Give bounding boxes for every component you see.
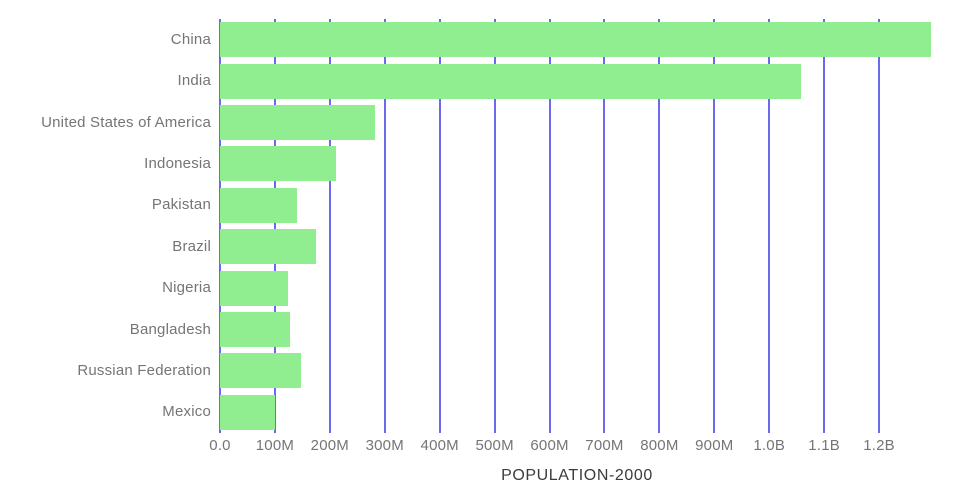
gridline-0.0	[219, 19, 221, 433]
category-label: Mexico	[162, 403, 211, 421]
gridline-900M	[713, 19, 716, 433]
x-tick-label: 1.1B	[808, 437, 840, 454]
gridline-400M	[438, 19, 441, 433]
category-label: Nigeria	[162, 279, 211, 297]
x-axis-title: POPULATION-2000	[501, 467, 653, 484]
category-label: Pakistan	[151, 196, 211, 214]
gridline-500M	[493, 19, 496, 433]
x-tick-label: 700M	[585, 437, 624, 454]
gridline-100M	[273, 19, 276, 433]
bar-nigeria	[220, 270, 288, 306]
y-axis-category-labels: China India United States of America Indone…	[0, 19, 211, 433]
bar-brazil	[220, 229, 317, 265]
gridline-700M	[603, 19, 606, 433]
plot-area	[219, 19, 934, 433]
gridline-600M	[548, 19, 551, 433]
bar-mexico	[220, 394, 275, 430]
x-tick-label: 600M	[530, 437, 569, 454]
x-tick-label: 1.0B	[753, 437, 786, 454]
bar-indonesia	[220, 146, 336, 182]
category-label: United States of America	[41, 113, 211, 131]
x-tick-label: 100M	[255, 437, 295, 454]
gridline-1.2B	[878, 19, 881, 433]
gridline-300M	[383, 19, 386, 433]
x-tick-label: 200M	[310, 437, 350, 454]
category-label: Russian Federation	[77, 361, 211, 379]
x-tick-label: 1.2B	[863, 437, 895, 454]
x-tick-label: 500M	[475, 437, 514, 454]
bar-bangladesh	[220, 312, 291, 347]
category-label: Bangladesh	[129, 320, 211, 338]
bar-russian-federation	[220, 353, 301, 389]
gridline-200M	[328, 19, 331, 433]
bar-india	[220, 63, 801, 99]
gridline-1.0B	[768, 19, 771, 433]
category-label: India	[177, 72, 211, 90]
category-label: Brazil	[172, 237, 211, 255]
gridline-800M	[658, 19, 661, 433]
x-tick-label: 300M	[365, 437, 404, 454]
x-tick-label: 900M	[695, 437, 734, 454]
category-label: Indonesia	[144, 154, 211, 172]
bar-united-states-of-america	[220, 105, 375, 140]
x-tick-label: 0.0	[209, 437, 231, 454]
x-tick-label: 800M	[640, 437, 679, 454]
category-label: China	[170, 30, 211, 48]
gridline-1.1B	[823, 19, 826, 433]
bar-pakistan	[220, 187, 298, 223]
x-tick-label: 400M	[420, 437, 459, 454]
x-axis-tick-labels: 0.0 100M 200M 300M 400M 500M 600M 700M 800M 900M 1…	[209, 437, 934, 457]
bar-china	[220, 22, 932, 58]
